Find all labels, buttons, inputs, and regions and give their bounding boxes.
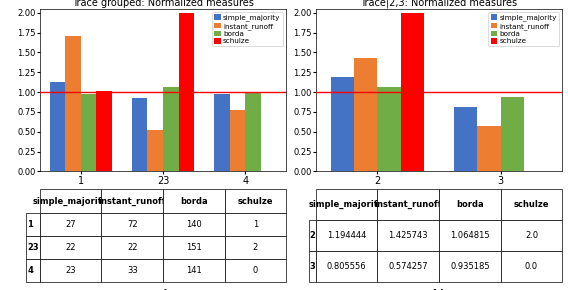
Bar — [147, 130, 163, 171]
Bar — [477, 126, 501, 171]
Text: b): b) — [433, 289, 445, 290]
Title: Trace grouped: Normalized measures: Trace grouped: Normalized measures — [72, 0, 254, 8]
Title: Trace|2,3: Normalized measures: Trace|2,3: Normalized measures — [361, 0, 517, 8]
Bar — [49, 82, 65, 171]
Legend: simple_majority, instant_runoff, borda, schulze: simple_majority, instant_runoff, borda, … — [488, 12, 559, 46]
Bar — [401, 13, 424, 171]
Bar — [178, 13, 194, 171]
Bar — [454, 108, 477, 171]
Bar — [163, 87, 178, 171]
Bar — [65, 37, 81, 171]
Bar — [132, 98, 147, 171]
Bar — [501, 97, 524, 171]
Bar — [97, 91, 112, 171]
Bar — [214, 95, 229, 171]
Bar — [378, 87, 401, 171]
Bar — [245, 93, 261, 171]
Bar — [354, 58, 378, 171]
Bar — [81, 94, 97, 171]
Bar — [331, 77, 354, 171]
Text: a): a) — [157, 289, 169, 290]
Bar — [229, 110, 245, 171]
Legend: simple_majority, instant_runoff, borda, schulze: simple_majority, instant_runoff, borda, … — [212, 12, 283, 46]
